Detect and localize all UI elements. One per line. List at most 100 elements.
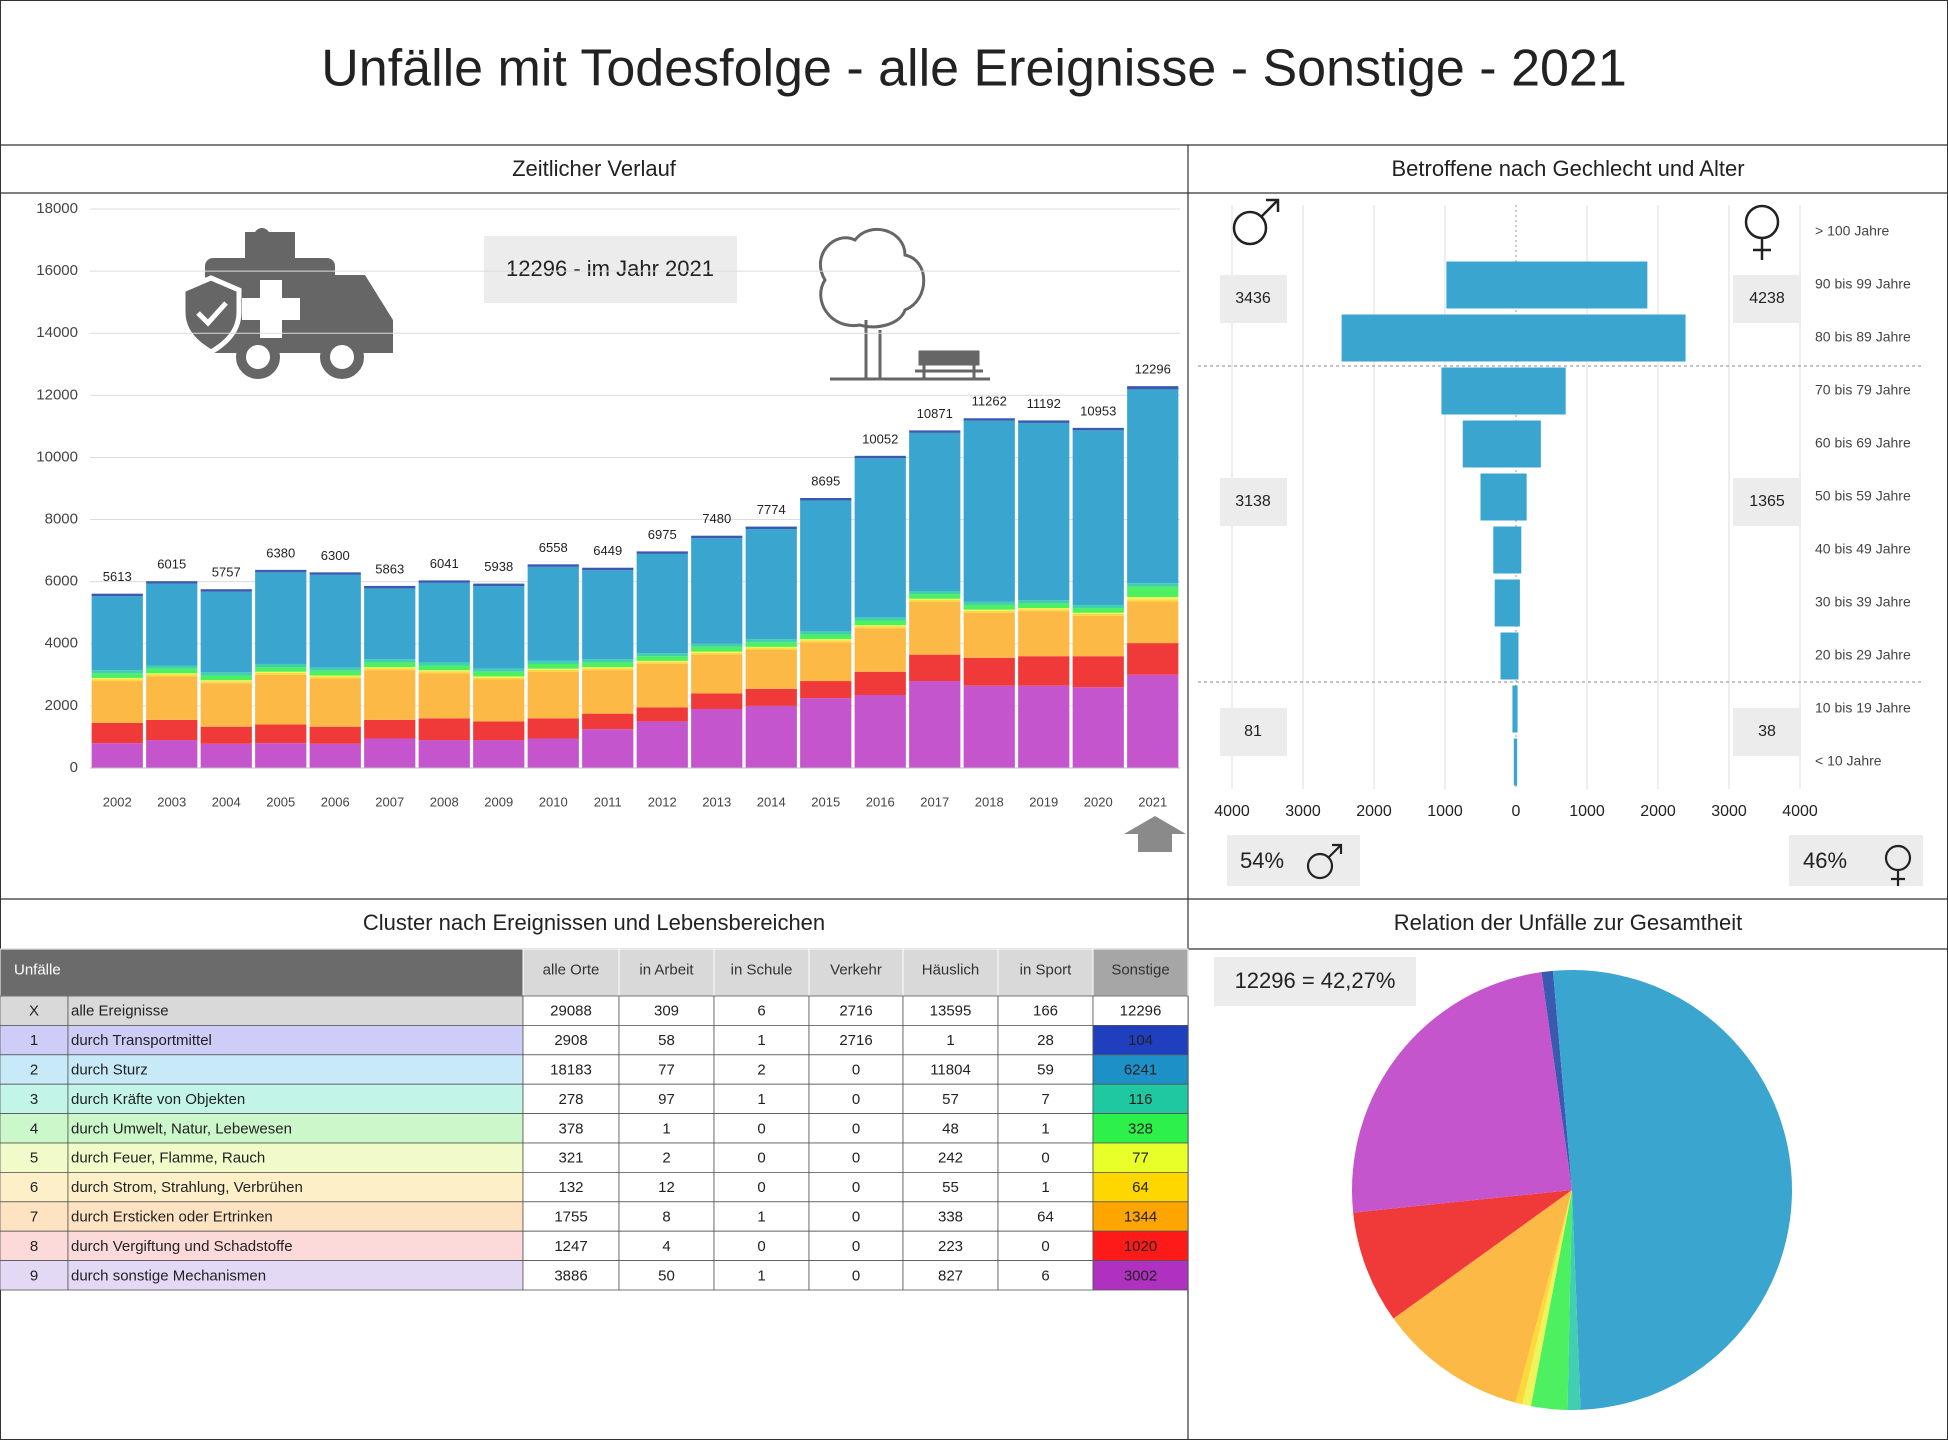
age-label: 60 bis 69 Jahre — [1815, 435, 1911, 451]
group-total: 1365 — [1749, 493, 1785, 510]
bar-segment — [636, 721, 688, 768]
table-cell — [618, 1025, 715, 1056]
header-label: in Schule — [731, 961, 793, 978]
cell-text: durch Umwelt, Natur, Lebewesen — [71, 1120, 292, 1137]
cell-text: alle Ereignisse — [71, 1003, 169, 1020]
table-cell — [1092, 1230, 1189, 1261]
bar-segment — [800, 698, 852, 768]
cell-text: 5 — [30, 1150, 38, 1167]
pie-slice — [1530, 1190, 1572, 1410]
bar-segment — [854, 455, 906, 459]
bar-segment — [636, 551, 688, 554]
male-bar — [1513, 738, 1516, 786]
cell-text: 278 — [558, 1091, 583, 1108]
cell-text: 6 — [757, 1003, 765, 1020]
bar-segment — [146, 581, 198, 584]
cell-text: 13595 — [930, 1003, 972, 1020]
cell-text: 3002 — [1124, 1267, 1157, 1284]
bar-segment — [582, 662, 634, 668]
bar-segment — [1018, 603, 1070, 609]
panel-title: Relation der Unfälle zur Gesamtheit — [1394, 910, 1743, 935]
header-label: Unfälle — [14, 961, 61, 978]
table-cell — [808, 1054, 904, 1085]
table-cell — [808, 1113, 904, 1144]
bar-segment — [309, 574, 361, 668]
y-tick-label: 4000 — [45, 635, 78, 652]
cell-text: 0 — [852, 1061, 860, 1078]
cell-text: 132 — [558, 1179, 583, 1196]
female-bar — [1516, 261, 1648, 309]
pie-slice — [1393, 1190, 1572, 1403]
bar-segment — [963, 604, 1015, 610]
table-cell — [0, 1230, 69, 1261]
table-cell — [0, 995, 69, 1026]
table-cell — [713, 995, 810, 1026]
annotation: 12296 - im Jahr 2021 — [506, 256, 714, 281]
header-cell — [713, 948, 810, 997]
cell-text: 6 — [1041, 1267, 1049, 1284]
bar-segment — [418, 665, 470, 671]
cell-text: 0 — [852, 1267, 860, 1284]
bar-segment — [582, 659, 634, 663]
cell-text: 0 — [852, 1120, 860, 1137]
table-cell — [0, 1260, 69, 1291]
male-bar — [1341, 314, 1516, 362]
y-tick-label: 18000 — [36, 200, 78, 217]
cell-text: 6241 — [1124, 1061, 1157, 1078]
panel-title: Zeitlicher Verlauf — [512, 156, 677, 181]
x-tick-label: 2021 — [1138, 794, 1167, 809]
share-box — [1227, 835, 1360, 886]
bar-segment — [255, 569, 307, 573]
table-cell — [713, 1172, 810, 1203]
female-bar — [1516, 579, 1520, 627]
bar-segment — [582, 667, 634, 669]
male-icon — [1306, 843, 1343, 880]
x-tick-label: 2000 — [1356, 803, 1392, 820]
cell-text: 1 — [662, 1120, 670, 1137]
bar-segment — [1127, 601, 1179, 644]
header-label: Verkehr — [830, 961, 882, 978]
bar-segment — [146, 665, 198, 669]
table-cell — [902, 1054, 999, 1085]
bar-total-label: 6975 — [648, 527, 677, 542]
group-box — [1733, 478, 1801, 526]
bar-segment — [255, 724, 307, 744]
cell-text: 12 — [658, 1179, 675, 1196]
bar-segment — [418, 671, 470, 674]
cell-text: 166 — [1033, 1003, 1058, 1020]
table-cell — [997, 1113, 1094, 1144]
bar-segment — [636, 663, 688, 708]
bar-segment — [909, 430, 961, 433]
bar-segment — [200, 672, 252, 676]
bar-total-label: 8695 — [811, 473, 840, 488]
bar-total-label: 10052 — [862, 431, 898, 446]
cell-text: durch Ersticken oder Ertrinken — [71, 1208, 273, 1225]
cell-text: 0 — [852, 1208, 860, 1225]
bar-segment — [745, 639, 797, 643]
bar-segment — [364, 738, 416, 768]
cell-text: 50 — [658, 1267, 675, 1284]
table-cell — [0, 1201, 69, 1232]
cell-text: 0 — [852, 1238, 860, 1255]
table-cell — [0, 1142, 69, 1173]
bar-segment — [473, 677, 525, 680]
bar-total-label: 6015 — [157, 557, 186, 572]
bar-segment — [691, 646, 743, 652]
bar-total-label: 10871 — [917, 406, 953, 421]
bar-segment — [527, 566, 579, 661]
bar-segment — [963, 420, 1015, 602]
bar-segment — [364, 659, 416, 663]
cell-text: 18183 — [550, 1061, 592, 1078]
bar-segment — [800, 631, 852, 635]
bar-segment — [909, 654, 961, 682]
bar-total-label: 5613 — [103, 569, 132, 584]
bar-segment — [582, 729, 634, 768]
header-label: alle Orte — [543, 961, 600, 978]
bar-segment — [691, 654, 743, 694]
bar-segment — [200, 680, 252, 682]
annotation-box — [484, 236, 737, 303]
x-tick-label: 2013 — [702, 794, 731, 809]
bar-segment — [1018, 611, 1070, 657]
share-box — [1789, 835, 1923, 886]
header-cell — [1092, 948, 1189, 997]
